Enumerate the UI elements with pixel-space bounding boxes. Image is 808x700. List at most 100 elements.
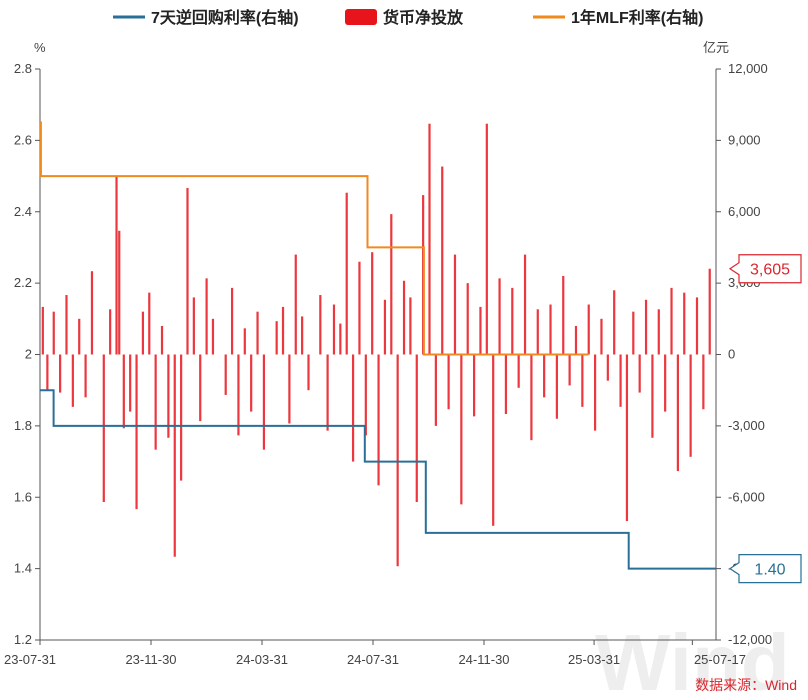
net-injection-bar: [122, 354, 125, 429]
net-injection-bar: [460, 354, 463, 505]
net-injection-bar: [173, 354, 176, 557]
net-injection-bar: [664, 354, 667, 412]
net-injection-bar: [250, 354, 253, 412]
net-injection-bar: [396, 354, 399, 567]
net-injection-bar: [587, 304, 590, 355]
x-tick-label: 24-07-31: [347, 652, 399, 667]
net-injection-bar: [154, 354, 157, 450]
net-injection-bar: [41, 306, 44, 355]
net-injection-bar: [307, 354, 310, 391]
net-injection-bar: [377, 354, 380, 486]
net-injection-bar: [46, 354, 49, 391]
net-injection-callout-label: 3,605: [750, 262, 790, 279]
left-tick-label: 1.8: [14, 418, 32, 433]
net-injection-bar: [102, 354, 105, 503]
net-injection-bar: [281, 306, 285, 355]
net-injection-bar: [109, 309, 112, 355]
net-injection-bar: [243, 328, 246, 355]
net-injection-bar: [466, 283, 469, 355]
net-injection-bar: [205, 278, 208, 355]
callouts: 3,605 1.40: [728, 254, 802, 584]
net-injection-bar: [52, 311, 55, 355]
net-injection-bar: [364, 354, 367, 436]
net-injection-bar: [256, 311, 259, 355]
right-tick-label: 6,000: [728, 204, 761, 219]
left-tick-label: 2.4: [14, 204, 32, 219]
net-injection-bar: [230, 287, 234, 355]
net-injection-bar: [619, 354, 622, 407]
net-injection-bar: [708, 268, 711, 355]
net-injection-bar: [409, 297, 412, 355]
net-injection-bar: [485, 123, 488, 355]
x-tick-label: 24-11-30: [458, 652, 509, 667]
net-injection-bar: [613, 290, 616, 355]
left-tick-label: 1.4: [14, 561, 32, 576]
right-tick-label: 12,000: [728, 61, 768, 76]
net-injection-bar: [371, 252, 374, 355]
net-injection-bar: [186, 187, 189, 355]
net-injection-bar: [638, 354, 641, 393]
right-axis-unit: 亿元: [703, 40, 729, 55]
net-injection-bar: [135, 354, 138, 510]
net-injection-bar: [141, 311, 145, 355]
net-injection-bar: [345, 192, 348, 355]
net-injection-bar: [644, 299, 648, 355]
left-tick-label: 2.8: [14, 61, 32, 76]
reverse-repo-callout-box: [728, 554, 802, 584]
net-injection-bar: [180, 354, 183, 481]
rate-lines: [39, 121, 716, 570]
net-injection-bar: [84, 354, 87, 398]
x-tick-label: 23-07-31: [4, 652, 56, 667]
net-injection-bar: [160, 325, 164, 355]
net-injection-bar: [294, 254, 297, 355]
net-injection-bar: [118, 230, 121, 355]
net-injection-bar: [434, 354, 437, 426]
net-injection-bar: [689, 354, 692, 457]
legend-label: 货币净投放: [383, 8, 464, 27]
net-injection-bar: [676, 354, 679, 472]
net-injection-bar: [402, 280, 406, 355]
net-injection-bar: [383, 299, 387, 355]
net-injection-bar: [536, 309, 539, 355]
right-tick-label: 0: [728, 347, 735, 362]
watermark: Wind: [595, 618, 790, 700]
net-injection-bar: [695, 297, 699, 355]
net-injection-bar: [606, 354, 609, 381]
legend: 7天逆回购利率(右轴) 货币净投放 1年MLF利率(右轴): [113, 8, 703, 27]
mlf-1y-line: [39, 121, 589, 356]
net-injection-bar: [167, 354, 170, 438]
net-injection-bar: [358, 261, 361, 355]
net-injection-bar: [543, 354, 546, 398]
reverse-repo-7d-line: [40, 389, 716, 570]
legend-label: 7天逆回购利率(右轴): [151, 8, 299, 27]
net-injection-bar: [192, 297, 195, 355]
net-injection-bar: [702, 354, 705, 410]
left-axis-unit: %: [34, 40, 46, 55]
right-tick-label: -12,000: [728, 632, 772, 647]
left-tick-label: 2.2: [14, 275, 32, 290]
x-tick-label: 25-03-31: [568, 652, 620, 667]
net-injection-bar: [301, 316, 304, 355]
net-injection-bar: [479, 306, 482, 355]
net-injection-bar: [670, 287, 673, 355]
net-injection-bar: [593, 354, 597, 431]
x-tick-label: 24-03-31: [236, 652, 288, 667]
net-injection-bar: [339, 323, 342, 355]
net-injection-bar: [390, 214, 393, 355]
source-note: 数据来源：Wind: [695, 677, 797, 693]
left-tick-label: 1.6: [14, 489, 32, 504]
legend-swatch-bar: [345, 9, 377, 25]
net-injection-bar: [504, 354, 508, 414]
net-injection-bar: [115, 176, 118, 355]
net-injection-bar: [625, 354, 629, 522]
net-injection-bar: [224, 354, 227, 395]
net-injection-bars: [41, 123, 711, 567]
net-injection-bar: [351, 354, 355, 462]
net-injection-bar: [683, 292, 686, 355]
net-injection-callout-box: [728, 254, 802, 284]
net-injection-bar: [441, 166, 444, 355]
right-tick-label: -3,000: [728, 418, 765, 433]
reverse-repo-callout-label: 1.40: [754, 562, 785, 579]
net-injection-bar: [472, 354, 476, 417]
